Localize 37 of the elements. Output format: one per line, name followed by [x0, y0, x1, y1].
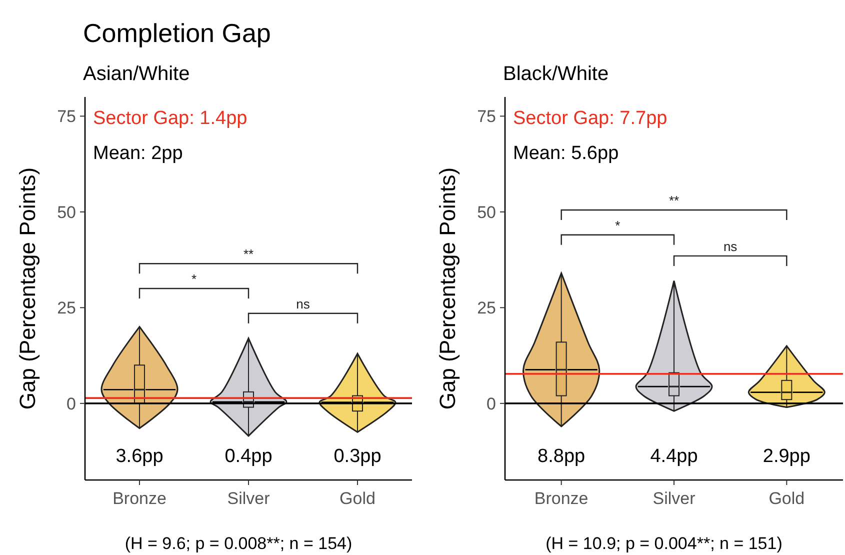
- annotation: ns: [296, 296, 310, 312]
- y-tick-label: 0: [66, 394, 76, 414]
- y-tick-label: 0: [486, 394, 496, 414]
- annotation: 4.4pp: [650, 446, 698, 467]
- y-axis-title: Gap (Percentage Points): [15, 167, 40, 410]
- y-tick-label: 25: [57, 298, 76, 318]
- annotation: 0.3pp: [334, 446, 382, 467]
- x-tick-label: Gold: [340, 489, 376, 508]
- annotation: **: [243, 246, 254, 262]
- annotation: ns: [723, 238, 738, 254]
- chart-subtitle: Black/White: [503, 63, 609, 85]
- annotation: *: [615, 218, 620, 233]
- chart-subtitle: Asian/White: [83, 63, 190, 85]
- y-tick-label: 50: [57, 202, 76, 222]
- chart-title: Completion Gap: [83, 18, 271, 48]
- x-tick-label: Gold: [768, 489, 805, 508]
- x-tick-label: Silver: [652, 489, 696, 508]
- ref-line-label: Sector Gap: 1.4pp: [93, 108, 248, 129]
- x-tick-label: Bronze: [534, 489, 588, 508]
- annotation: *: [191, 272, 197, 286]
- text: (H = 10.9; p = 0.004**; n = 151): [546, 534, 782, 553]
- annotation: 2.9pp: [762, 446, 810, 467]
- y-tick-label: 75: [57, 107, 76, 126]
- annotation: Mean: 5.6pp: [513, 143, 619, 164]
- y-tick-label: 25: [477, 298, 496, 318]
- x-tick-label: Silver: [227, 489, 270, 508]
- text: (H = 9.6; p = 0.008**; n = 154): [124, 534, 352, 553]
- ref-line-label: Sector Gap: 7.7pp: [513, 108, 668, 129]
- y-axis-title: Gap (Percentage Points): [435, 167, 460, 410]
- annotation: 0.4pp: [224, 446, 272, 467]
- annotation: 3.6pp: [116, 446, 164, 467]
- y-tick-label: 75: [477, 107, 496, 126]
- annotation: 8.8pp: [538, 446, 586, 467]
- x-tick-label: Bronze: [112, 489, 166, 508]
- y-tick-label: 50: [477, 202, 496, 222]
- annotation: **: [668, 192, 680, 208]
- annotation: Mean: 2pp: [93, 143, 183, 164]
